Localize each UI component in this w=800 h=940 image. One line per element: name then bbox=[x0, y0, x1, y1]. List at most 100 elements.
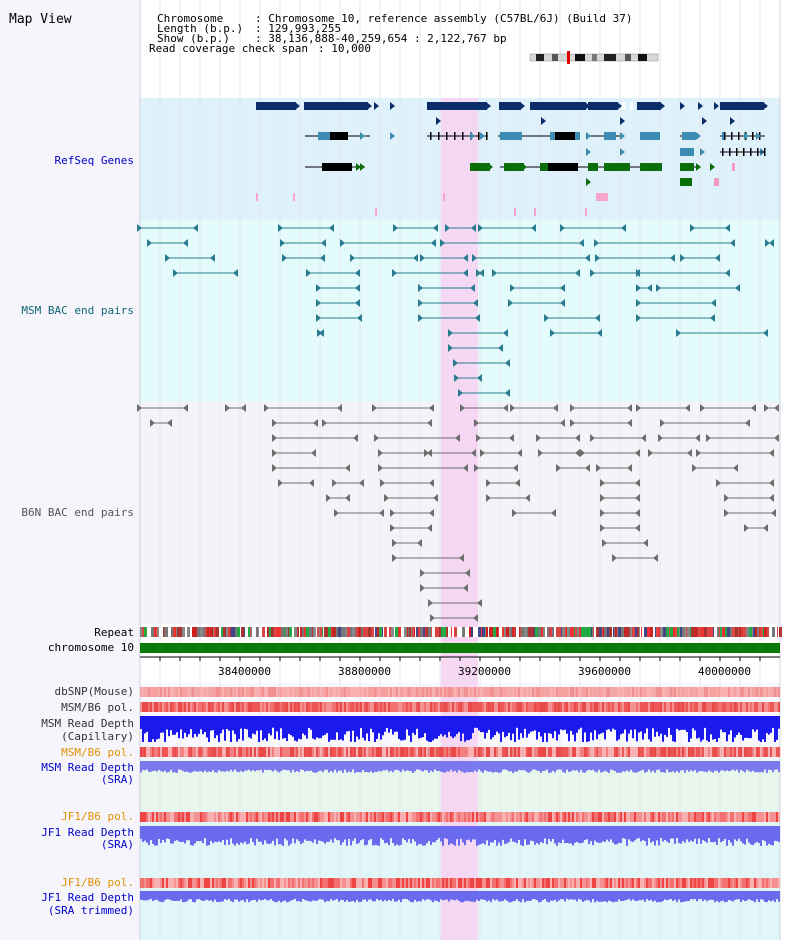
repeat-element[interactable] bbox=[213, 627, 214, 637]
repeat-element[interactable] bbox=[552, 627, 554, 637]
repeat-element[interactable] bbox=[428, 627, 431, 637]
repeat-element[interactable] bbox=[541, 627, 543, 637]
repeat-element[interactable] bbox=[549, 627, 552, 637]
repeat-element[interactable] bbox=[527, 627, 528, 637]
repeat-element[interactable] bbox=[621, 627, 624, 637]
repeat-element[interactable] bbox=[285, 627, 287, 637]
repeat-element[interactable] bbox=[256, 627, 258, 637]
bac-end-pair[interactable] bbox=[538, 449, 580, 457]
gene-feature[interactable] bbox=[430, 132, 432, 140]
gene-strand-arrow[interactable] bbox=[295, 102, 300, 110]
refseq-marker[interactable] bbox=[585, 208, 587, 216]
jf1-depth-track[interactable] bbox=[140, 826, 780, 846]
repeat-element[interactable] bbox=[294, 627, 297, 637]
bac-end-pair[interactable] bbox=[612, 554, 658, 562]
repeat-element[interactable] bbox=[268, 627, 269, 637]
repeat-element[interactable] bbox=[565, 627, 567, 637]
repeat-element[interactable] bbox=[477, 627, 478, 637]
gene-strand-arrow[interactable] bbox=[620, 148, 625, 156]
bac-end-pair[interactable] bbox=[570, 404, 632, 412]
repeat-element[interactable] bbox=[154, 627, 157, 637]
repeat-element[interactable] bbox=[299, 627, 300, 637]
repeat-element[interactable] bbox=[304, 627, 305, 637]
bac-end-pair[interactable] bbox=[580, 449, 640, 457]
repeat-element[interactable] bbox=[627, 627, 630, 637]
repeat-element[interactable] bbox=[338, 627, 341, 637]
bac-end-pair[interactable] bbox=[536, 434, 580, 442]
gene-strand-arrow[interactable] bbox=[620, 132, 625, 140]
bac-end-pair[interactable] bbox=[393, 224, 438, 232]
repeat-element[interactable] bbox=[144, 627, 147, 637]
bac-end-pair[interactable] bbox=[656, 284, 740, 292]
bac-end-pair[interactable] bbox=[316, 314, 362, 322]
gene-strand-arrow[interactable] bbox=[698, 102, 703, 110]
repeat-element[interactable] bbox=[468, 627, 469, 637]
repeat-element[interactable] bbox=[345, 627, 347, 637]
gene-feature[interactable] bbox=[682, 132, 696, 140]
bac-end-pair[interactable] bbox=[420, 254, 468, 262]
repeat-element[interactable] bbox=[452, 627, 454, 637]
refseq-marker[interactable] bbox=[598, 193, 608, 201]
repeat-element[interactable] bbox=[730, 627, 732, 637]
gene-strand-arrow[interactable] bbox=[486, 102, 491, 110]
repeat-element[interactable] bbox=[637, 627, 639, 637]
repeat-element[interactable] bbox=[271, 627, 274, 637]
repeat-element[interactable] bbox=[485, 627, 486, 637]
gene-strand-arrow[interactable] bbox=[714, 102, 719, 110]
bac-end-pair[interactable] bbox=[600, 494, 640, 502]
repeat-element[interactable] bbox=[778, 627, 779, 637]
repeat-element[interactable] bbox=[435, 627, 436, 637]
gene-feature[interactable] bbox=[438, 132, 440, 140]
repeat-element[interactable] bbox=[524, 627, 527, 637]
repeat-element[interactable] bbox=[647, 627, 650, 637]
repeat-element[interactable] bbox=[599, 627, 602, 637]
bac-end-pair[interactable] bbox=[428, 599, 482, 607]
repeat-element[interactable] bbox=[216, 627, 219, 637]
repeat-element[interactable] bbox=[425, 627, 426, 637]
repeat-element[interactable] bbox=[244, 627, 245, 637]
bac-end-pair[interactable] bbox=[474, 464, 518, 472]
repeat-element[interactable] bbox=[669, 627, 670, 637]
gene-feature[interactable] bbox=[630, 102, 633, 110]
repeat-element[interactable] bbox=[323, 627, 324, 637]
repeat-element[interactable] bbox=[660, 627, 663, 637]
gene-strand-arrow[interactable] bbox=[520, 102, 525, 110]
repeat-element[interactable] bbox=[398, 627, 401, 637]
repeat-element[interactable] bbox=[363, 627, 364, 637]
repeat-element[interactable] bbox=[587, 627, 590, 637]
repeat-element[interactable] bbox=[441, 627, 444, 637]
repeat-element[interactable] bbox=[446, 627, 448, 637]
bac-end-pair[interactable] bbox=[418, 284, 475, 292]
gene-feature[interactable] bbox=[548, 163, 578, 171]
bac-end-pair[interactable] bbox=[600, 524, 640, 532]
bac-end-pair[interactable] bbox=[430, 614, 478, 622]
repeat-element[interactable] bbox=[209, 627, 210, 637]
repeat-element[interactable] bbox=[603, 627, 604, 637]
repeat-element[interactable] bbox=[423, 627, 425, 637]
bac-end-pair[interactable] bbox=[486, 479, 520, 487]
bac-end-pair[interactable] bbox=[510, 404, 558, 412]
repeat-element[interactable] bbox=[454, 627, 455, 637]
bac-end-pair[interactable] bbox=[680, 254, 720, 262]
repeat-element[interactable] bbox=[258, 627, 259, 637]
repeat-element[interactable] bbox=[305, 627, 306, 637]
gene-strand-arrow[interactable] bbox=[700, 148, 705, 156]
bac-end-pair[interactable] bbox=[595, 254, 675, 262]
repeat-element[interactable] bbox=[481, 627, 482, 637]
repeat-element[interactable] bbox=[493, 627, 496, 637]
repeat-element[interactable] bbox=[205, 627, 207, 637]
repeat-element[interactable] bbox=[416, 627, 418, 637]
repeat-element[interactable] bbox=[195, 627, 197, 637]
repeat-element[interactable] bbox=[235, 627, 237, 637]
gene-strand-arrow[interactable] bbox=[756, 132, 761, 140]
repeat-element[interactable] bbox=[379, 627, 382, 637]
gene-strand-arrow[interactable] bbox=[744, 132, 749, 140]
repeat-element[interactable] bbox=[519, 627, 520, 637]
repeat-element[interactable] bbox=[390, 627, 391, 637]
repeat-element[interactable] bbox=[328, 627, 331, 637]
repeat-element[interactable] bbox=[575, 627, 576, 637]
refseq-marker[interactable] bbox=[534, 208, 536, 216]
gene-transcript[interactable] bbox=[637, 102, 661, 110]
repeat-element[interactable] bbox=[297, 627, 299, 637]
refseq-marker[interactable] bbox=[514, 208, 516, 216]
